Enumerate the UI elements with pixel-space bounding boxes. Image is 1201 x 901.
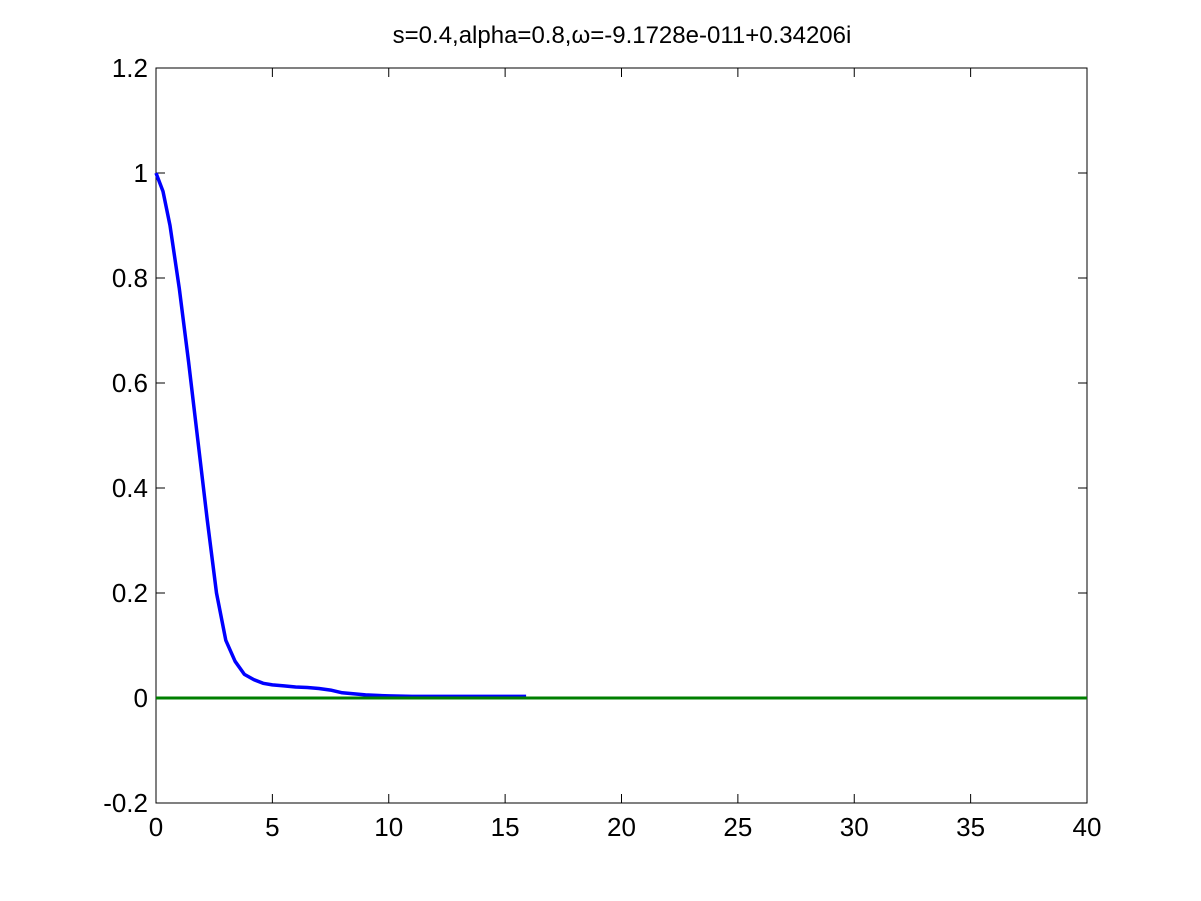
y-tick-label: -0.2 <box>103 788 148 818</box>
tick-marks <box>155 67 1088 804</box>
series-line-blue <box>154 172 527 699</box>
x-tick-label: 20 <box>607 812 636 842</box>
x-tick-label: 0 <box>149 812 163 842</box>
x-tick-label: 25 <box>723 812 752 842</box>
y-tick-label: 0.2 <box>112 578 148 608</box>
x-tick-label: 30 <box>840 812 869 842</box>
x-tick-label: 15 <box>491 812 520 842</box>
series-layer <box>154 172 1087 700</box>
tick-labels: 0 5 10 15 20 25 30 35 40-0.200.20.40.60.811.2 <box>103 53 1101 842</box>
x-tick-label: 35 <box>956 812 985 842</box>
y-tick-label: 0.6 <box>112 368 148 398</box>
axes-box <box>155 67 1088 804</box>
y-tick-label: 0.8 <box>112 263 148 293</box>
x-tick-label: 5 <box>265 812 279 842</box>
x-tick-label: 40 <box>1073 812 1102 842</box>
axes-frame <box>155 67 1088 804</box>
x-tick-label: 10 <box>374 812 403 842</box>
y-tick-label: 0.4 <box>112 473 148 503</box>
y-tick-label: 1.2 <box>112 53 148 83</box>
y-tick-label: 1 <box>134 158 148 188</box>
y-tick-label: 0 <box>134 683 148 713</box>
chart-title: s=0.4,alpha=0.8,ω=-9.1728e-011+0.34206i <box>393 22 852 49</box>
